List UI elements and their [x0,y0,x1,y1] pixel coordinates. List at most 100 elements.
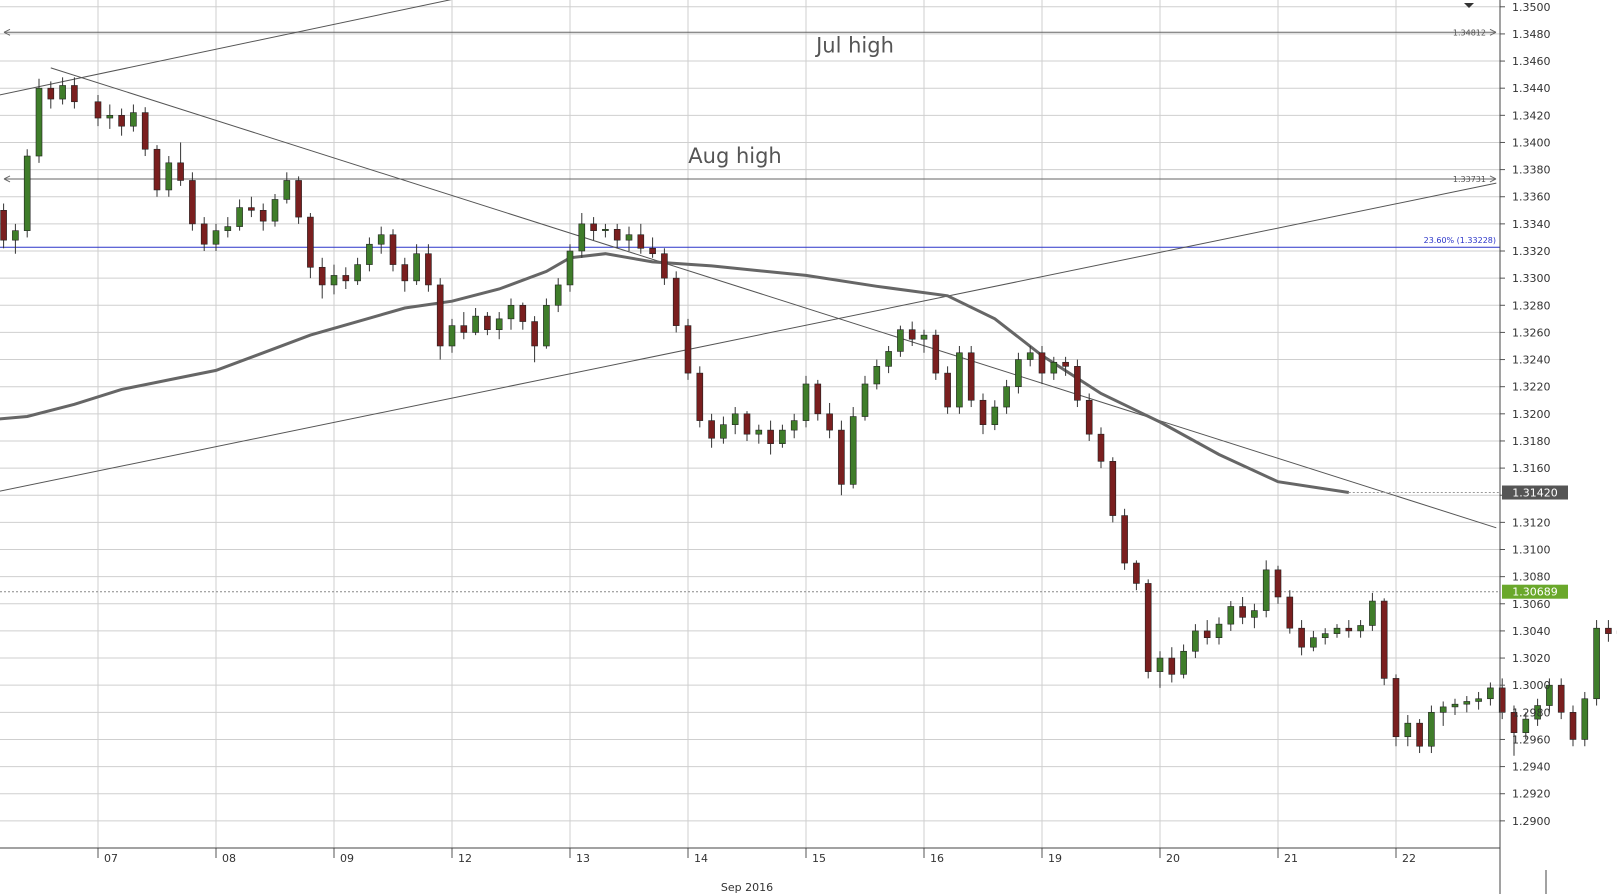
trendline-upper-channel [0,0,452,96]
annotations: 1.34812 1.33731 Jul high Aug high 23.60% (1.… [688,3,1496,245]
candle-down [389,234,397,265]
candle-up [1451,703,1459,708]
candle-up [1003,386,1010,408]
y-tick-label: 1.3200 [1512,408,1551,421]
aug-high-label: Aug high [688,144,781,168]
candle-down [1085,399,1093,435]
y-tick-label: 1.3320 [1512,245,1551,258]
candle-down [1062,361,1069,367]
candle-up [1321,633,1329,638]
y-tick-label: 1.3080 [1512,571,1551,584]
candle-up [1463,701,1471,705]
y-tick-label: 1.3380 [1512,164,1551,177]
candle-down [1133,562,1140,584]
candle-down [1203,630,1211,638]
candle-down [460,325,468,333]
y-tick-label: 1.3400 [1512,136,1551,149]
day-label: 07 [104,852,118,865]
candle-up [1404,722,1412,738]
candle-up [779,429,786,444]
y-tick-label: 1.2900 [1512,815,1551,828]
candle-down [71,85,78,103]
candle-down [248,207,255,211]
candle-up [354,264,361,282]
day-label: 15 [812,852,826,865]
candle-up [106,115,114,119]
candles [0,77,1617,756]
candle-up [23,155,31,231]
candle-down [696,372,704,421]
candle-down [295,180,302,218]
y-tick-label: 1.3500 [1512,1,1551,14]
day-label: 13 [576,852,590,865]
day-label: 20 [1166,852,1180,865]
candle-down [661,253,668,279]
candle-down [0,210,7,241]
candle-up [802,383,810,421]
candle-up [1192,630,1199,652]
candle-down [153,148,161,191]
trendline-resistance [50,67,1497,529]
candle-up [330,275,338,286]
candle-down [814,383,822,415]
candle-down [767,429,774,444]
candle-down [1510,712,1518,733]
candle-up [1333,627,1341,634]
time-axis: 06070809121314151619202122Sep 2016 [0,847,1547,894]
y-tick-label: 1.2940 [1512,761,1551,774]
candle-up [861,383,869,417]
candle-up [1522,718,1530,733]
y-tick-label: 1.3360 [1512,191,1551,204]
y-tick-label: 1.2980 [1512,706,1551,719]
candle-up [1215,623,1223,638]
candle-up [507,304,515,320]
candle-up [448,325,456,347]
y-tick-label: 1.3440 [1512,82,1551,95]
candle-down [1121,515,1128,564]
ma-value-label: 1.31420 [1512,487,1558,500]
day-label: 09 [340,852,354,865]
y-tick-label: 1.3480 [1512,28,1551,41]
candle-down [189,180,196,225]
candle-up [1475,698,1482,702]
candle-up [1227,606,1235,625]
candle-up [755,429,763,435]
candle-up [1369,600,1376,626]
last-price-label: 1.30689 [1512,586,1558,599]
candle-up [849,416,857,485]
candle-down [425,253,432,286]
candle-up [1180,650,1187,675]
gridlines [0,0,1500,848]
candle-down [519,304,527,322]
candle-up [1262,569,1270,611]
candle-up [472,315,479,333]
candle-up [991,406,999,425]
month-label: Sep 2016 [721,881,773,894]
candle-down [967,352,975,401]
candle-down [672,277,680,326]
candle-down [342,275,350,282]
candle-up [956,352,963,408]
last-price-badge [1502,584,1568,599]
candle-down [1557,684,1565,713]
candle-up [897,329,904,352]
candle-down [318,266,326,286]
candle-up [1310,637,1317,648]
candle-down [1144,583,1152,672]
day-label: 16 [930,852,944,865]
candle-up [1357,625,1364,632]
y-tick-label: 1.3160 [1512,462,1551,475]
candle-up [35,87,43,157]
day-label: 12 [458,852,472,865]
candle-down [141,112,149,150]
candle-down [838,429,845,485]
aug-high-arrow-left [3,175,11,183]
candle-up [625,234,633,241]
y-tick-label: 1.3300 [1512,272,1551,285]
candle-down [177,162,184,181]
candle-up [1026,352,1034,360]
candle-up [165,162,173,191]
candle-down [531,321,538,347]
candle-down [47,87,55,100]
